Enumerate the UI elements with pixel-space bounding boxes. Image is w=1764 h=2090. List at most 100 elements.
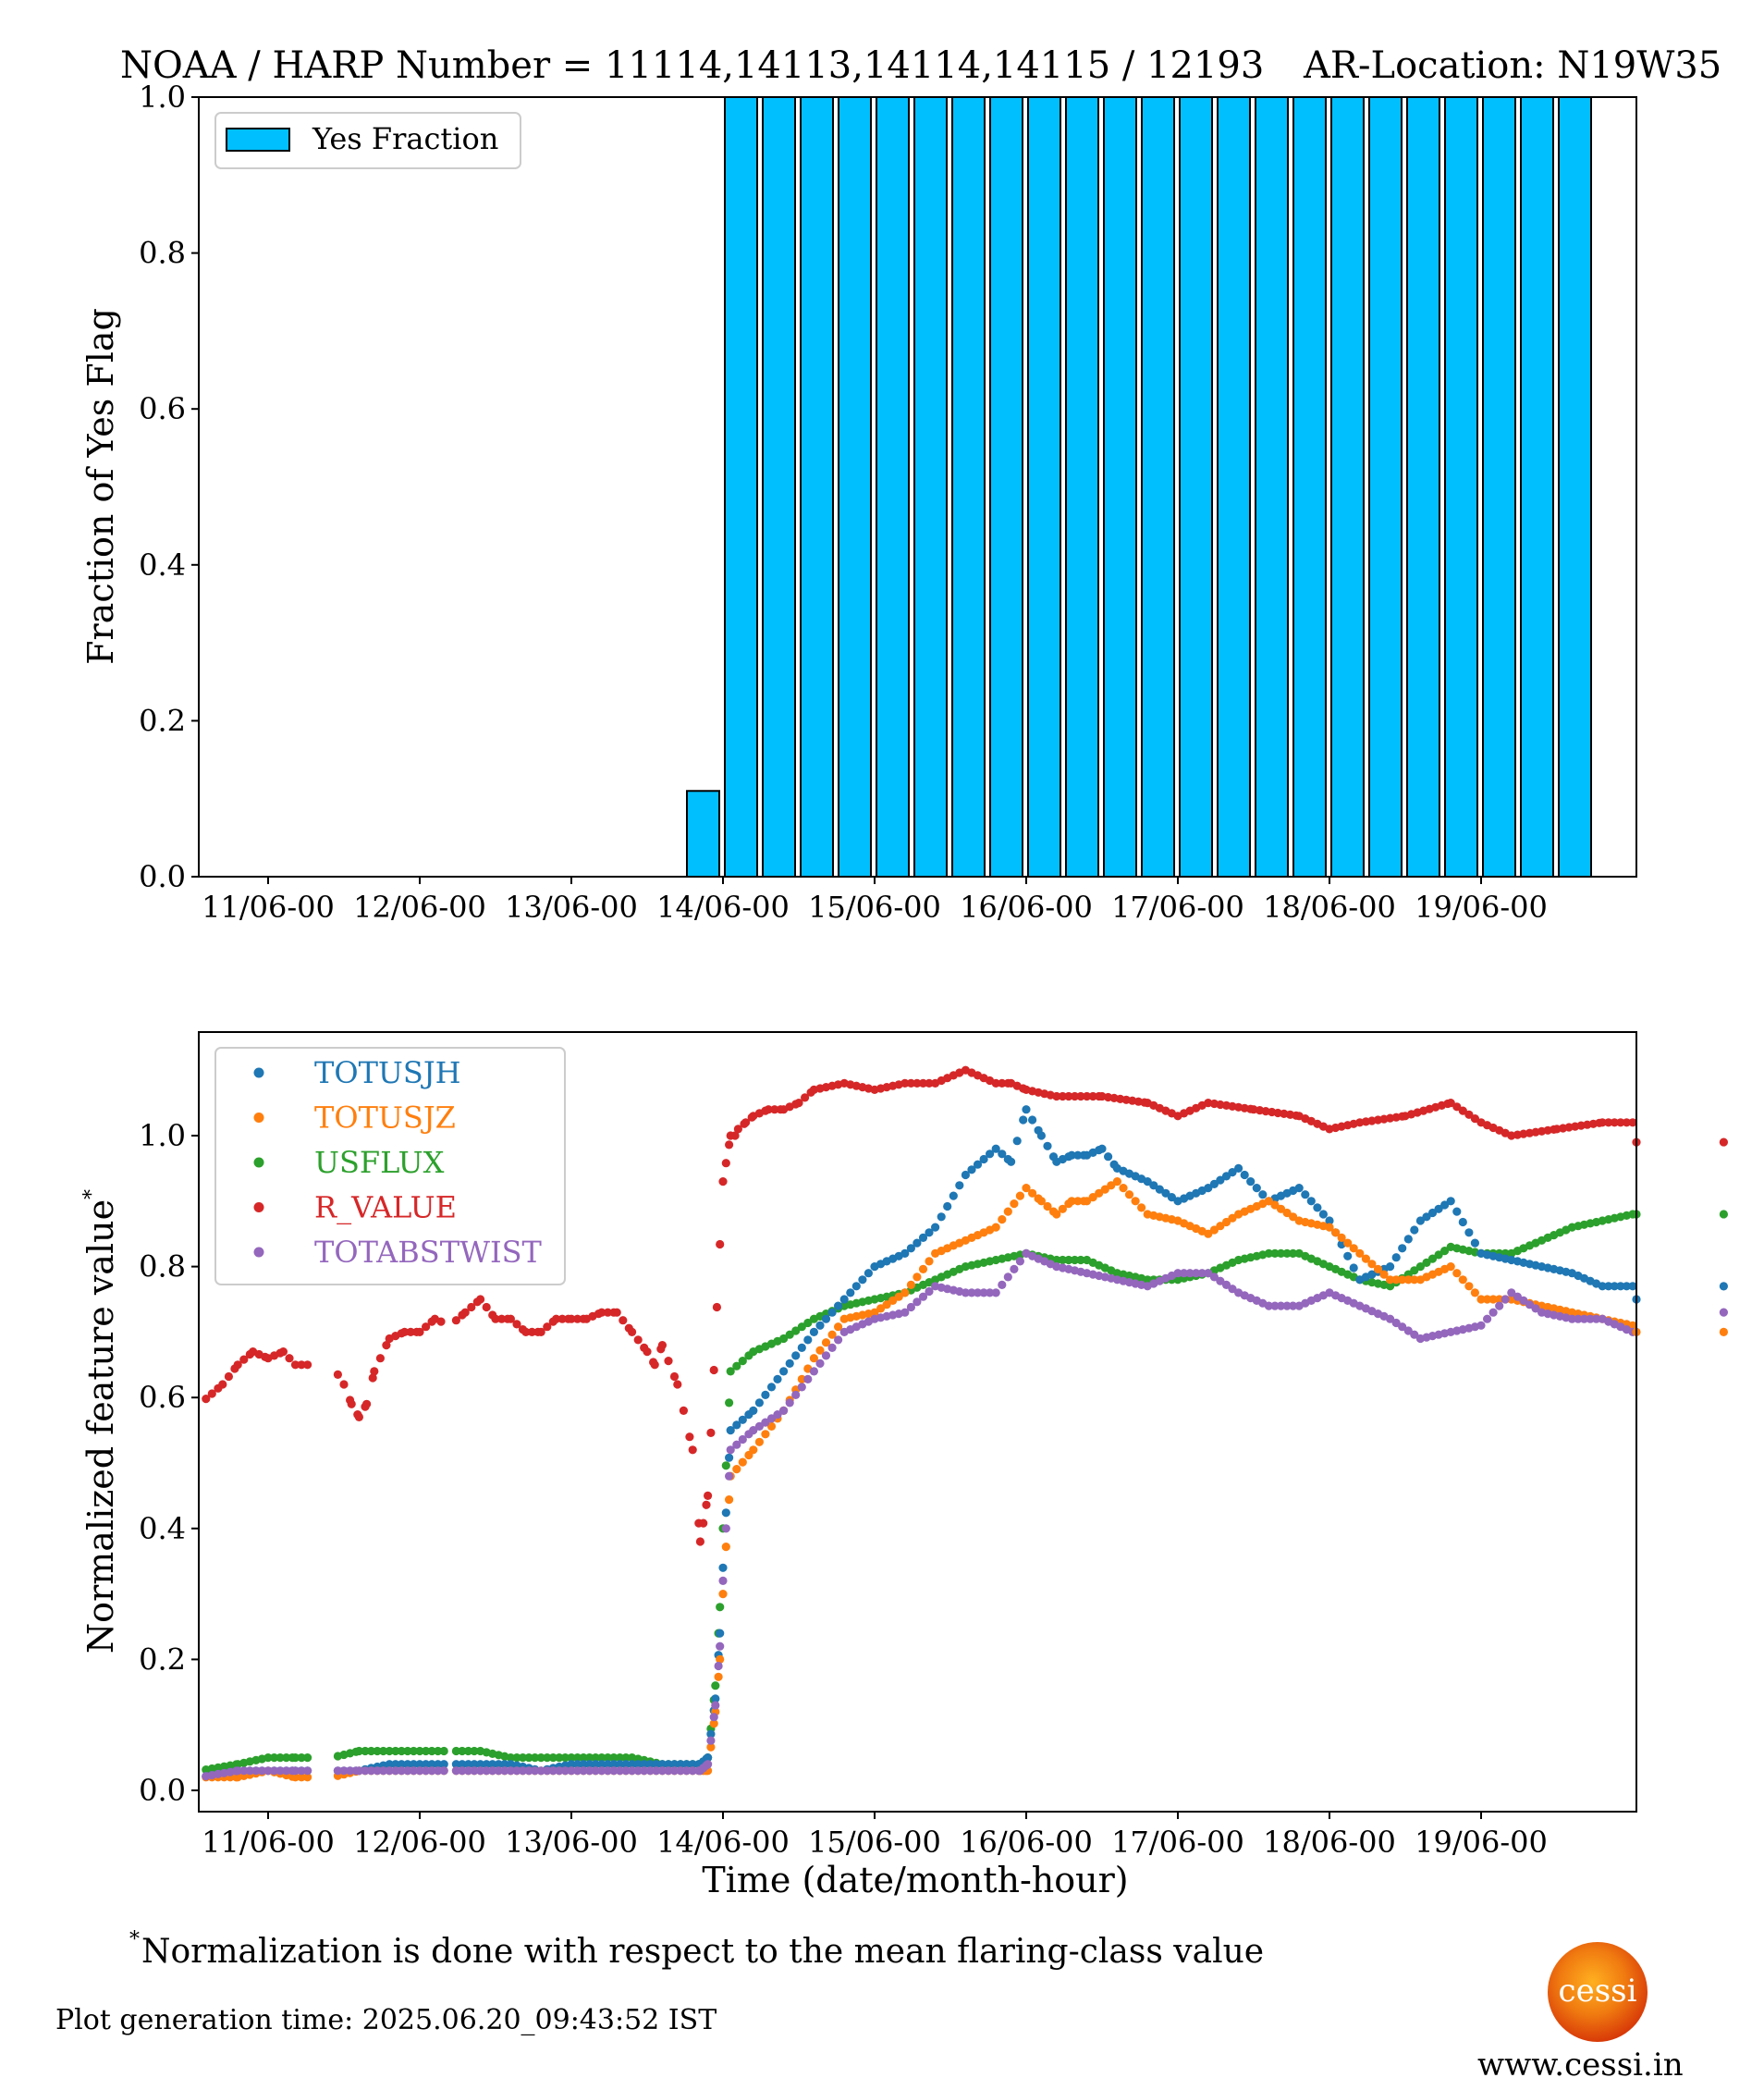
data-point [439, 1766, 448, 1776]
data-point [1240, 1170, 1249, 1180]
data-point [809, 1367, 819, 1376]
data-point [986, 1150, 995, 1159]
data-point [1458, 1217, 1467, 1227]
data-point [650, 1360, 659, 1370]
data-point [785, 1398, 794, 1408]
data-point [573, 1753, 582, 1763]
data-point [1386, 1275, 1395, 1285]
data-point [233, 1766, 242, 1776]
data-point [791, 1390, 801, 1399]
x-tick-label: 13/06-00 [505, 890, 638, 925]
data-point [1052, 1091, 1061, 1101]
data-point [1513, 1292, 1522, 1301]
data-point [633, 1335, 643, 1345]
data-point [1403, 1275, 1413, 1285]
data-point [415, 1327, 424, 1336]
data-point [1519, 1296, 1528, 1305]
data-point [815, 1346, 825, 1355]
data-point [961, 1170, 970, 1180]
data-point [1337, 1233, 1346, 1242]
data-point [801, 1093, 810, 1102]
data-point [1052, 1210, 1061, 1219]
data-point [458, 1746, 467, 1756]
data-point [640, 1766, 649, 1776]
normalization-footnote: *Normalization is done with respect to t… [129, 1928, 1264, 1971]
data-point [664, 1766, 673, 1776]
data-point [913, 1078, 922, 1088]
data-point [375, 1354, 385, 1363]
yes-fraction-bar [1520, 96, 1554, 878]
data-point [1276, 1248, 1286, 1258]
data-point [397, 1760, 406, 1769]
data-point [1325, 1223, 1334, 1232]
data-point [1209, 1179, 1219, 1188]
data-point [1022, 1105, 1031, 1114]
data-point [906, 1280, 916, 1289]
data-point [1204, 1184, 1213, 1193]
data-point [718, 1177, 728, 1186]
data-point [1567, 1314, 1576, 1323]
x-tick-label: 13/06-00 [505, 1825, 638, 1860]
data-point [1386, 1282, 1395, 1291]
data-point [415, 1746, 424, 1756]
data-point [1318, 1210, 1328, 1219]
yes-fraction-bar [1368, 96, 1403, 878]
data-point [900, 1308, 910, 1317]
data-point [1264, 1248, 1273, 1258]
data-point [709, 1365, 718, 1375]
data-point [518, 1766, 528, 1776]
data-point [721, 1508, 730, 1518]
data-point [1124, 1190, 1134, 1199]
data-point [290, 1773, 300, 1782]
plot-generation-time: Plot generation time: 2025.06.20_09:43:5… [55, 2004, 717, 2036]
data-point [633, 1760, 643, 1769]
data-point [827, 1343, 837, 1352]
data-point [1276, 1301, 1286, 1310]
data-point [876, 1304, 886, 1313]
data-point [973, 1288, 983, 1297]
data-point [709, 1719, 718, 1728]
data-point [603, 1760, 613, 1769]
yes-fraction-bar [1482, 96, 1516, 878]
data-point [754, 1398, 765, 1408]
data-point [1313, 1203, 1322, 1212]
data-point [925, 1228, 934, 1237]
data-point [536, 1327, 545, 1336]
data-point [1598, 1118, 1607, 1127]
data-point [506, 1314, 516, 1323]
data-point [673, 1380, 682, 1389]
data-point [397, 1766, 406, 1776]
data-point [531, 1766, 540, 1776]
data-point [657, 1341, 668, 1350]
data-point [579, 1766, 588, 1776]
data-point [297, 1360, 306, 1370]
data-point [695, 1537, 705, 1546]
yes-fraction-bar [800, 96, 834, 878]
data-point [263, 1753, 273, 1763]
data-point [797, 1374, 806, 1383]
data-point [434, 1760, 443, 1769]
data-point [1483, 1314, 1492, 1323]
data-point [463, 1746, 473, 1756]
data-point [1070, 1091, 1080, 1101]
data-point [409, 1746, 418, 1756]
data-point [491, 1314, 500, 1323]
data-point [730, 1131, 740, 1140]
data-point [263, 1766, 273, 1776]
data-point [1458, 1106, 1467, 1115]
data-point [726, 1426, 735, 1435]
website-link[interactable]: www.cessi.in [1477, 2047, 1684, 2084]
data-point [1586, 1314, 1595, 1323]
data-point [754, 1437, 765, 1446]
data-point [251, 1766, 261, 1776]
data-point [1043, 1141, 1052, 1150]
yes-fraction-bar [913, 96, 948, 878]
data-point [1604, 1118, 1613, 1127]
data-point [1104, 1152, 1113, 1162]
y-tick-label: 0.8 [139, 1249, 186, 1285]
data-point [834, 1322, 843, 1332]
data-point [1343, 1251, 1353, 1260]
data-point [1276, 1204, 1286, 1213]
data-point [704, 1491, 713, 1500]
data-point [1289, 1212, 1298, 1222]
